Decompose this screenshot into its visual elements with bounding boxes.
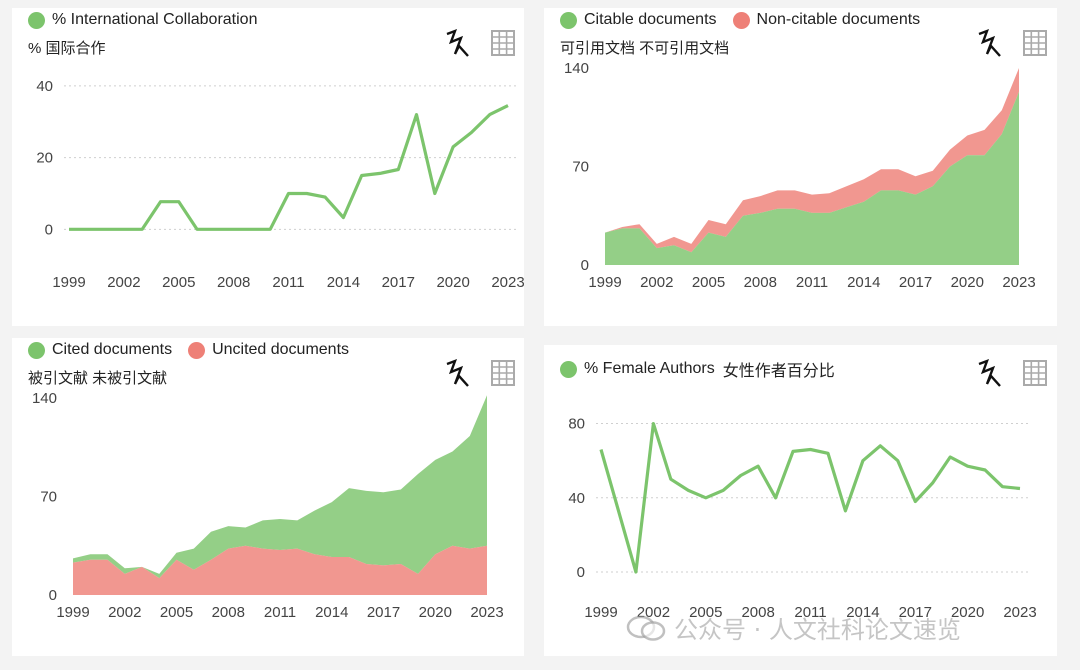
x-tick-label: 2005	[160, 604, 193, 621]
panel-female-authors: % Female Authors 女性作者百分比 0 40 80 1999 2002 20…	[544, 345, 1057, 656]
chart-subtitle: 被引文献 未被引文献	[28, 370, 168, 387]
x-tick-label: 2014	[315, 604, 348, 621]
legend: Cited documents Uncited documents	[28, 341, 365, 359]
x-tick-label: 2020	[951, 604, 984, 621]
legend-item[interactable]: Citable documents	[560, 11, 717, 29]
legend-dot	[188, 341, 206, 359]
legend-label: Cited documents	[52, 341, 173, 358]
table-grid-icon[interactable]	[1022, 358, 1050, 388]
series-area[interactable]	[73, 545, 487, 595]
legend-dot	[28, 11, 45, 29]
x-tick-label: 2023	[470, 604, 503, 621]
x-tick-label: 2011	[272, 274, 304, 291]
x-tick-label: 2002	[107, 274, 140, 291]
y-tick-label: 70	[40, 489, 57, 506]
watermark: 公众号 · 人文社科论文速览	[626, 610, 961, 645]
legend-suffix: 女性作者百分比	[722, 363, 835, 380]
wechat-logo-icon	[626, 615, 666, 641]
x-tick-label: 1999	[588, 274, 621, 291]
x-tick-label: 2011	[796, 274, 828, 291]
chart-toggle-icon[interactable]	[444, 28, 472, 58]
chart-area: 0 70 140 1999 2002 2005 2008 2011 2014 2017 2020 20…	[32, 390, 504, 621]
panel-cited-documents: Cited documents Uncited documents 被引文献 未…	[12, 338, 524, 656]
y-tick-label: 140	[32, 390, 57, 407]
y-tick-label: 0	[581, 257, 589, 274]
x-tick-label: 2014	[327, 274, 360, 291]
legend-label: Non-citable documents	[756, 11, 921, 28]
y-tick-label: 70	[572, 159, 589, 176]
y-tick-label: 0	[45, 221, 53, 238]
legend-item[interactable]: Non-citable documents	[732, 11, 921, 29]
series-area[interactable]	[73, 395, 487, 579]
panel-international-collaboration: % International Collaboration % 国际合作 0 20…	[12, 8, 524, 326]
chart-subtitle: 可引用文档 不可引用文档	[560, 40, 730, 57]
x-tick-label: 1999	[584, 604, 617, 621]
chart-area: 0 20 40 1999 2002 2005 2008 2011 2014 2017 2020 202…	[36, 78, 524, 291]
y-tick-label: 0	[49, 587, 57, 604]
x-tick-label: 2020	[951, 274, 984, 291]
watermark-text: 公众号 · 人文社科论文速览	[674, 616, 961, 644]
y-tick-label: 80	[568, 416, 585, 433]
x-tick-label: 2020	[419, 604, 452, 621]
legend-item[interactable]: Cited documents	[28, 341, 172, 359]
y-tick-label: 20	[36, 150, 53, 167]
y-tick-label: 0	[577, 564, 585, 581]
x-tick-label: 2014	[847, 274, 880, 291]
legend-label: % Female Authors	[584, 360, 715, 377]
chart-subtitle: % 国际合作	[28, 40, 106, 57]
chart-toggle-icon[interactable]	[976, 28, 1004, 58]
chart-toggle-icon[interactable]	[444, 358, 472, 388]
x-tick-label: 2017	[382, 274, 415, 291]
legend-item[interactable]: Uncited documents	[188, 341, 349, 359]
x-tick-label: 2002	[108, 604, 141, 621]
x-tick-label: 2020	[436, 274, 469, 291]
x-tick-label: 2011	[794, 604, 826, 621]
x-tick-label: 1999	[52, 274, 85, 291]
series-line[interactable]	[599, 422, 1021, 574]
x-tick-label: 2014	[846, 604, 879, 621]
x-tick-label: 2017	[899, 604, 932, 621]
legend-dot	[28, 341, 45, 359]
table-grid-icon[interactable]	[490, 358, 518, 388]
x-tick-label: 1999	[56, 604, 89, 621]
legend: % Female Authors 女性作者百分比	[560, 357, 851, 381]
legend-dot	[560, 360, 577, 378]
x-tick-label: 2017	[899, 274, 932, 291]
x-tick-label: 2023	[1003, 604, 1036, 621]
x-tick-label: 2005	[692, 274, 725, 291]
x-tick-label: 2008	[741, 604, 774, 621]
x-tick-label: 2002	[640, 274, 673, 291]
chart-toggle-icon[interactable]	[976, 358, 1004, 388]
x-tick-label: 2008	[744, 274, 777, 291]
legend: Citable documents Non-citable documents	[560, 11, 936, 29]
legend-label: Citable documents	[584, 11, 717, 28]
chart-area: 0 70 140 1999 2002 2005 2008 2011 2014 2017 2020 20…	[564, 60, 1036, 291]
series-line[interactable]	[69, 104, 509, 231]
series-area[interactable]	[605, 68, 1019, 253]
x-tick-label: 2017	[367, 604, 400, 621]
legend-dot	[732, 11, 750, 29]
y-tick-label: 40	[568, 490, 585, 507]
x-tick-label: 2008	[217, 274, 250, 291]
x-tick-label: 2011	[264, 604, 296, 621]
x-tick-label: 2005	[689, 604, 722, 621]
x-tick-label: 2023	[491, 274, 524, 291]
y-tick-label: 140	[564, 60, 589, 77]
series-area[interactable]	[605, 91, 1019, 266]
x-tick-label: 2005	[162, 274, 195, 291]
legend: % International Collaboration	[28, 11, 273, 29]
table-grid-icon[interactable]	[1022, 28, 1050, 58]
x-tick-label: 2008	[212, 604, 245, 621]
legend-item[interactable]: % International Collaboration	[28, 11, 257, 29]
legend-label: % International Collaboration	[52, 11, 258, 28]
table-grid-icon[interactable]	[490, 28, 518, 58]
panel-citable-documents: Citable documents Non-citable documents …	[544, 8, 1057, 326]
legend-item[interactable]: % Female Authors 女性作者百分比	[560, 357, 835, 381]
x-tick-label: 2023	[1002, 274, 1035, 291]
legend-dot	[560, 11, 577, 29]
legend-label: Uncited documents	[212, 341, 350, 358]
y-tick-label: 40	[36, 78, 53, 95]
